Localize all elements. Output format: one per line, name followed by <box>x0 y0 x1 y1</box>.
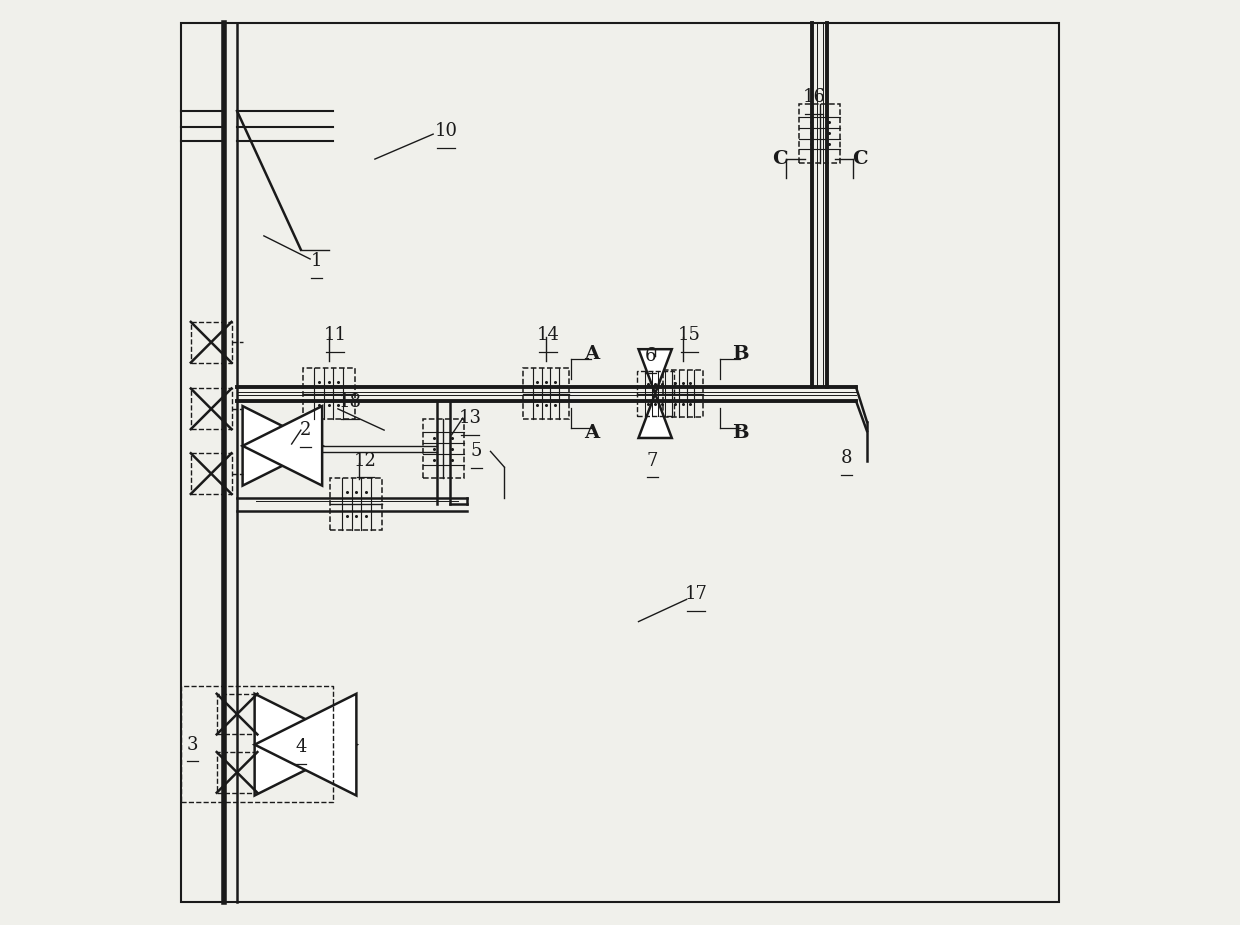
Polygon shape <box>243 406 322 486</box>
Bar <box>217 694 258 734</box>
Polygon shape <box>243 406 322 486</box>
Polygon shape <box>639 349 672 394</box>
Text: 4: 4 <box>295 738 306 757</box>
Text: 6: 6 <box>645 347 656 365</box>
Bar <box>331 478 382 530</box>
Text: 17: 17 <box>684 585 707 603</box>
Bar <box>423 419 464 478</box>
Bar <box>191 322 232 363</box>
Bar <box>217 752 258 793</box>
Text: 7: 7 <box>647 451 658 470</box>
Bar <box>662 370 703 416</box>
Text: 11: 11 <box>324 326 347 344</box>
Text: B: B <box>732 345 749 364</box>
Text: C: C <box>852 150 868 168</box>
Text: 14: 14 <box>537 326 559 344</box>
Text: C: C <box>773 150 787 168</box>
Bar <box>800 104 841 163</box>
Text: 2: 2 <box>300 421 311 439</box>
Polygon shape <box>254 694 356 796</box>
Text: 1: 1 <box>311 252 322 270</box>
Text: A: A <box>584 345 599 364</box>
Bar <box>636 371 673 416</box>
Text: A: A <box>584 424 599 442</box>
Bar <box>191 388 232 429</box>
Bar <box>191 453 232 494</box>
Text: 13: 13 <box>459 409 481 427</box>
Polygon shape <box>639 394 672 438</box>
Text: 12: 12 <box>355 451 377 470</box>
Bar <box>523 367 569 420</box>
Text: 18: 18 <box>339 393 361 412</box>
Text: 10: 10 <box>434 122 458 141</box>
Text: 3: 3 <box>187 735 198 754</box>
Text: 15: 15 <box>678 326 701 344</box>
Text: B: B <box>732 424 749 442</box>
Polygon shape <box>254 694 356 796</box>
Text: 8: 8 <box>841 449 852 467</box>
Bar <box>303 367 355 420</box>
Text: 16: 16 <box>802 88 826 106</box>
Text: 5: 5 <box>471 442 482 461</box>
